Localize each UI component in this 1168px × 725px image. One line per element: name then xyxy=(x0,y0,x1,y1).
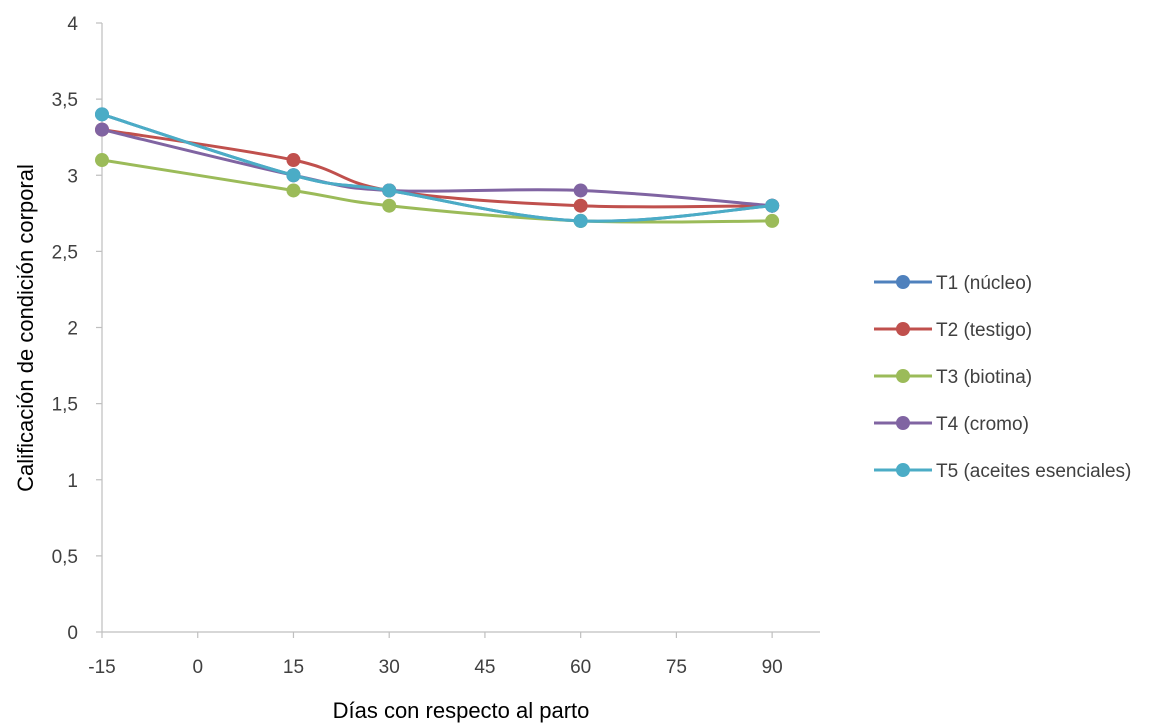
legend-item: T5 (aceites esenciales) xyxy=(874,461,1131,482)
x-tick-label: 30 xyxy=(379,657,400,678)
series-line xyxy=(100,128,774,208)
legend-label: T1 (núcleo) xyxy=(936,273,1032,294)
series-line xyxy=(100,112,774,223)
y-tick-label: 3,5 xyxy=(52,90,78,111)
data-point xyxy=(286,168,301,183)
data-point xyxy=(95,153,109,168)
legend-item: T2 (testigo) xyxy=(874,320,1032,341)
x-tick-label: -15 xyxy=(88,657,115,678)
legend-marker xyxy=(896,369,910,383)
data-point xyxy=(382,198,397,213)
x-tick-label: 45 xyxy=(474,657,495,678)
legend-marker xyxy=(896,463,910,477)
data-point xyxy=(573,198,588,213)
y-tick-label: 0,5 xyxy=(52,547,78,568)
legend-label: T5 (aceites esenciales) xyxy=(936,461,1131,482)
x-tick-label: 0 xyxy=(192,657,203,678)
x-tick-label: 75 xyxy=(666,657,687,678)
x-axis-title: Días con respecto al parto xyxy=(333,698,590,723)
y-tick-label: 1,5 xyxy=(52,395,78,416)
x-tick-label: 60 xyxy=(570,657,591,678)
legend-marker xyxy=(896,416,910,430)
y-axis-title: Calificación de condición corporal xyxy=(13,164,38,492)
legend-marker xyxy=(896,322,910,336)
y-tick-label: 3 xyxy=(67,166,78,187)
data-point xyxy=(95,107,109,122)
series-layer xyxy=(95,107,780,228)
legend-marker xyxy=(896,275,910,289)
y-tick-label: 2 xyxy=(67,319,78,340)
series-5 xyxy=(95,107,780,228)
data-point xyxy=(95,122,109,137)
data-point xyxy=(765,213,780,228)
x-tick-labels: -15 0 15 30 45 60 75 90 xyxy=(88,632,783,678)
series-line xyxy=(100,112,774,223)
x-tick-label: 90 xyxy=(762,657,783,678)
data-point xyxy=(286,153,301,168)
legend-item: T3 (biotina) xyxy=(874,367,1032,388)
y-tick-labels: 0 0,5 1 1,5 2 2,5 3 3,5 4 xyxy=(52,14,102,644)
y-tick-label: 2,5 xyxy=(52,242,78,263)
x-tick-label: 15 xyxy=(283,657,304,678)
y-tick-label: 1 xyxy=(67,471,78,492)
data-point xyxy=(765,198,780,213)
data-point xyxy=(573,183,588,198)
y-tick-label: 0 xyxy=(67,623,78,644)
legend-label: T2 (testigo) xyxy=(936,320,1032,341)
data-point xyxy=(286,183,301,198)
y-tick-label: 4 xyxy=(67,14,78,35)
legend-label: T4 (cromo) xyxy=(936,414,1029,435)
axes: 0 0,5 1 1,5 2 2,5 3 3,5 4 -15 0 15 30 45 60 75 90 xyxy=(52,14,820,678)
legend-item: T4 (cromo) xyxy=(874,414,1029,435)
data-point xyxy=(382,183,397,198)
data-point xyxy=(573,213,588,228)
legend: T1 (núcleo) T2 (testigo) T3 (biotina) T4 (c… xyxy=(874,273,1131,482)
legend-label: T3 (biotina) xyxy=(936,367,1032,388)
legend-item: T1 (núcleo) xyxy=(874,273,1032,294)
